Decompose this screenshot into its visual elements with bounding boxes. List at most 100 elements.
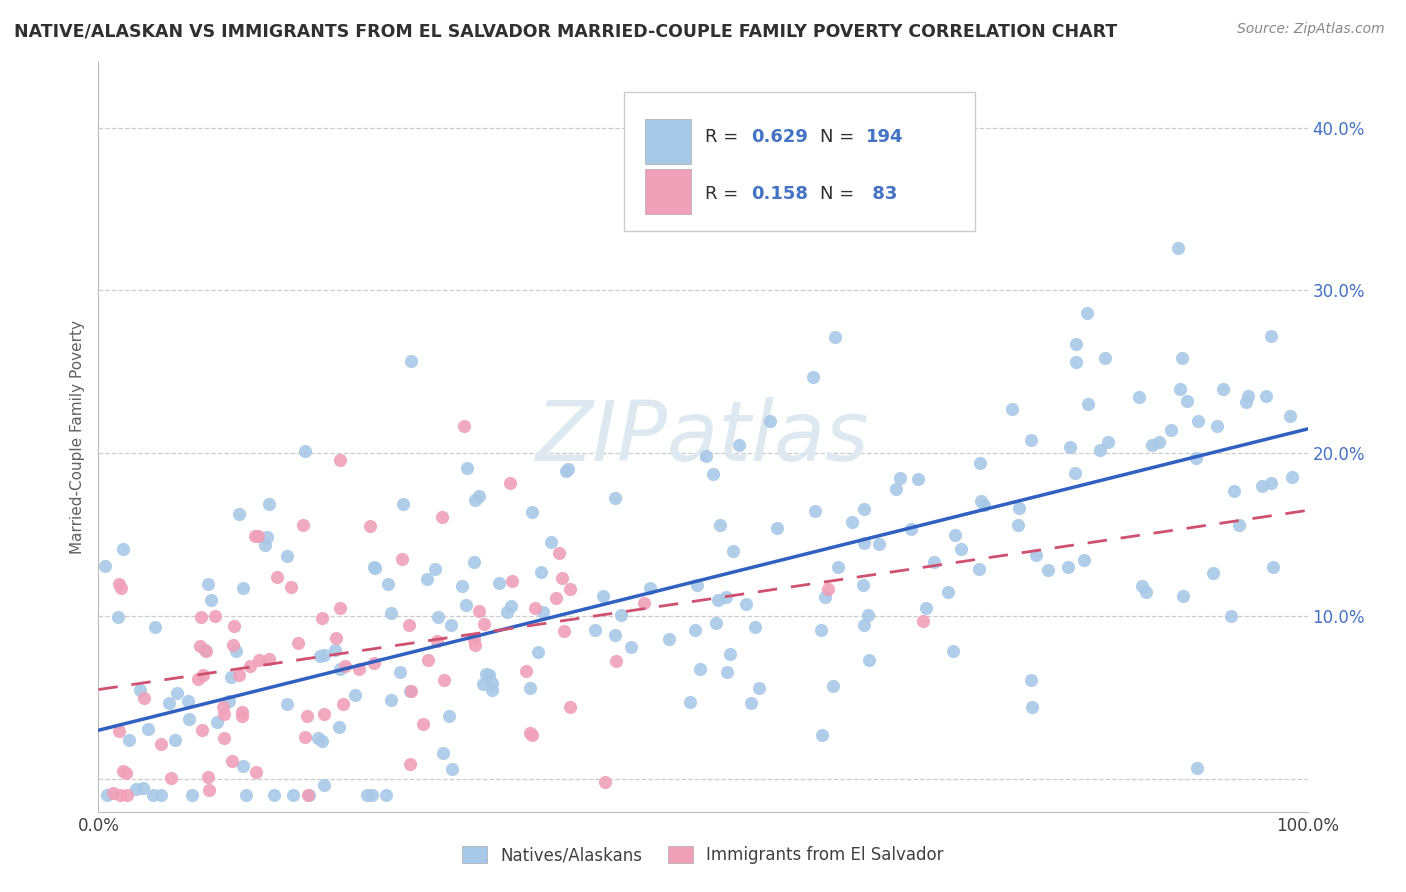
Point — [499, 599, 522, 614]
Point — [344, 688, 367, 702]
Point — [495, 605, 517, 619]
Point — [1128, 390, 1150, 404]
Point — [801, 369, 824, 384]
Point — [312, 706, 335, 721]
Point — [292, 517, 315, 532]
Point — [257, 497, 280, 511]
Text: 0.629: 0.629 — [751, 128, 808, 146]
Point — [263, 789, 285, 803]
Point — [187, 672, 209, 686]
Point — [437, 708, 460, 723]
Point — [727, 438, 749, 452]
Text: 194: 194 — [866, 128, 904, 146]
Point — [620, 640, 643, 655]
Point — [311, 611, 333, 625]
Point — [638, 581, 661, 595]
Point — [943, 528, 966, 542]
Point — [212, 731, 235, 745]
Point — [108, 789, 131, 803]
Point — [283, 789, 305, 803]
Point — [519, 725, 541, 739]
Point — [415, 572, 437, 586]
Point — [232, 759, 254, 773]
Point — [399, 756, 422, 771]
Point — [294, 730, 316, 744]
Point — [136, 722, 159, 736]
Point — [714, 590, 737, 604]
Point — [1223, 484, 1246, 499]
Point — [744, 620, 766, 634]
Point — [228, 507, 250, 521]
Point — [197, 770, 219, 784]
Point — [1021, 700, 1043, 714]
Point — [531, 606, 554, 620]
Point — [363, 559, 385, 574]
Point — [852, 618, 875, 632]
Point — [695, 449, 717, 463]
Point — [1251, 478, 1274, 492]
Point — [103, 786, 125, 800]
Point — [231, 706, 253, 720]
Point — [364, 560, 387, 574]
Text: R =: R = — [706, 128, 744, 146]
Point — [115, 765, 138, 780]
Point — [416, 653, 439, 667]
Point — [188, 639, 211, 653]
Point — [359, 519, 381, 533]
Point — [228, 668, 250, 682]
Point — [766, 521, 789, 535]
Point — [235, 789, 257, 803]
Point — [475, 667, 498, 681]
Point — [810, 624, 832, 638]
Point — [735, 597, 758, 611]
Point — [1212, 382, 1234, 396]
Point — [427, 610, 450, 624]
Point — [814, 591, 837, 605]
Text: 0.158: 0.158 — [751, 185, 808, 202]
Point — [399, 684, 422, 698]
Point — [658, 632, 681, 647]
Point — [969, 456, 991, 470]
Point — [276, 698, 298, 712]
Point — [191, 723, 214, 737]
Point — [468, 604, 491, 618]
Point — [530, 565, 553, 579]
Point — [501, 574, 523, 589]
Point — [1234, 395, 1257, 409]
Point — [709, 518, 731, 533]
Point — [297, 709, 319, 723]
Point — [1263, 559, 1285, 574]
Point — [294, 444, 316, 458]
Point — [329, 662, 352, 676]
Point — [112, 542, 135, 557]
Point — [481, 682, 503, 697]
Point — [824, 330, 846, 344]
Point — [253, 537, 276, 551]
Point — [519, 681, 541, 695]
Point — [853, 536, 876, 550]
Text: N =: N = — [820, 185, 860, 202]
Text: Source: ZipAtlas.com: Source: ZipAtlas.com — [1237, 22, 1385, 37]
Point — [1007, 517, 1029, 532]
Point — [524, 601, 547, 615]
Point — [245, 764, 267, 779]
Point — [605, 491, 627, 505]
Point — [412, 716, 434, 731]
Point — [94, 559, 117, 574]
Point — [204, 608, 226, 623]
Point — [456, 598, 478, 612]
Point — [398, 617, 420, 632]
Point — [257, 652, 280, 666]
Point — [558, 582, 581, 596]
Point — [325, 631, 347, 645]
Point — [107, 610, 129, 624]
Point — [546, 591, 568, 605]
Point — [1167, 241, 1189, 255]
Point — [478, 668, 501, 682]
Point — [166, 685, 188, 699]
Text: ZIPatlas: ZIPatlas — [536, 397, 870, 477]
Point — [392, 497, 415, 511]
Point — [1160, 424, 1182, 438]
Point — [198, 783, 221, 797]
Legend: Natives/Alaskans, Immigrants from El Salvador: Natives/Alaskans, Immigrants from El Sal… — [456, 839, 950, 871]
